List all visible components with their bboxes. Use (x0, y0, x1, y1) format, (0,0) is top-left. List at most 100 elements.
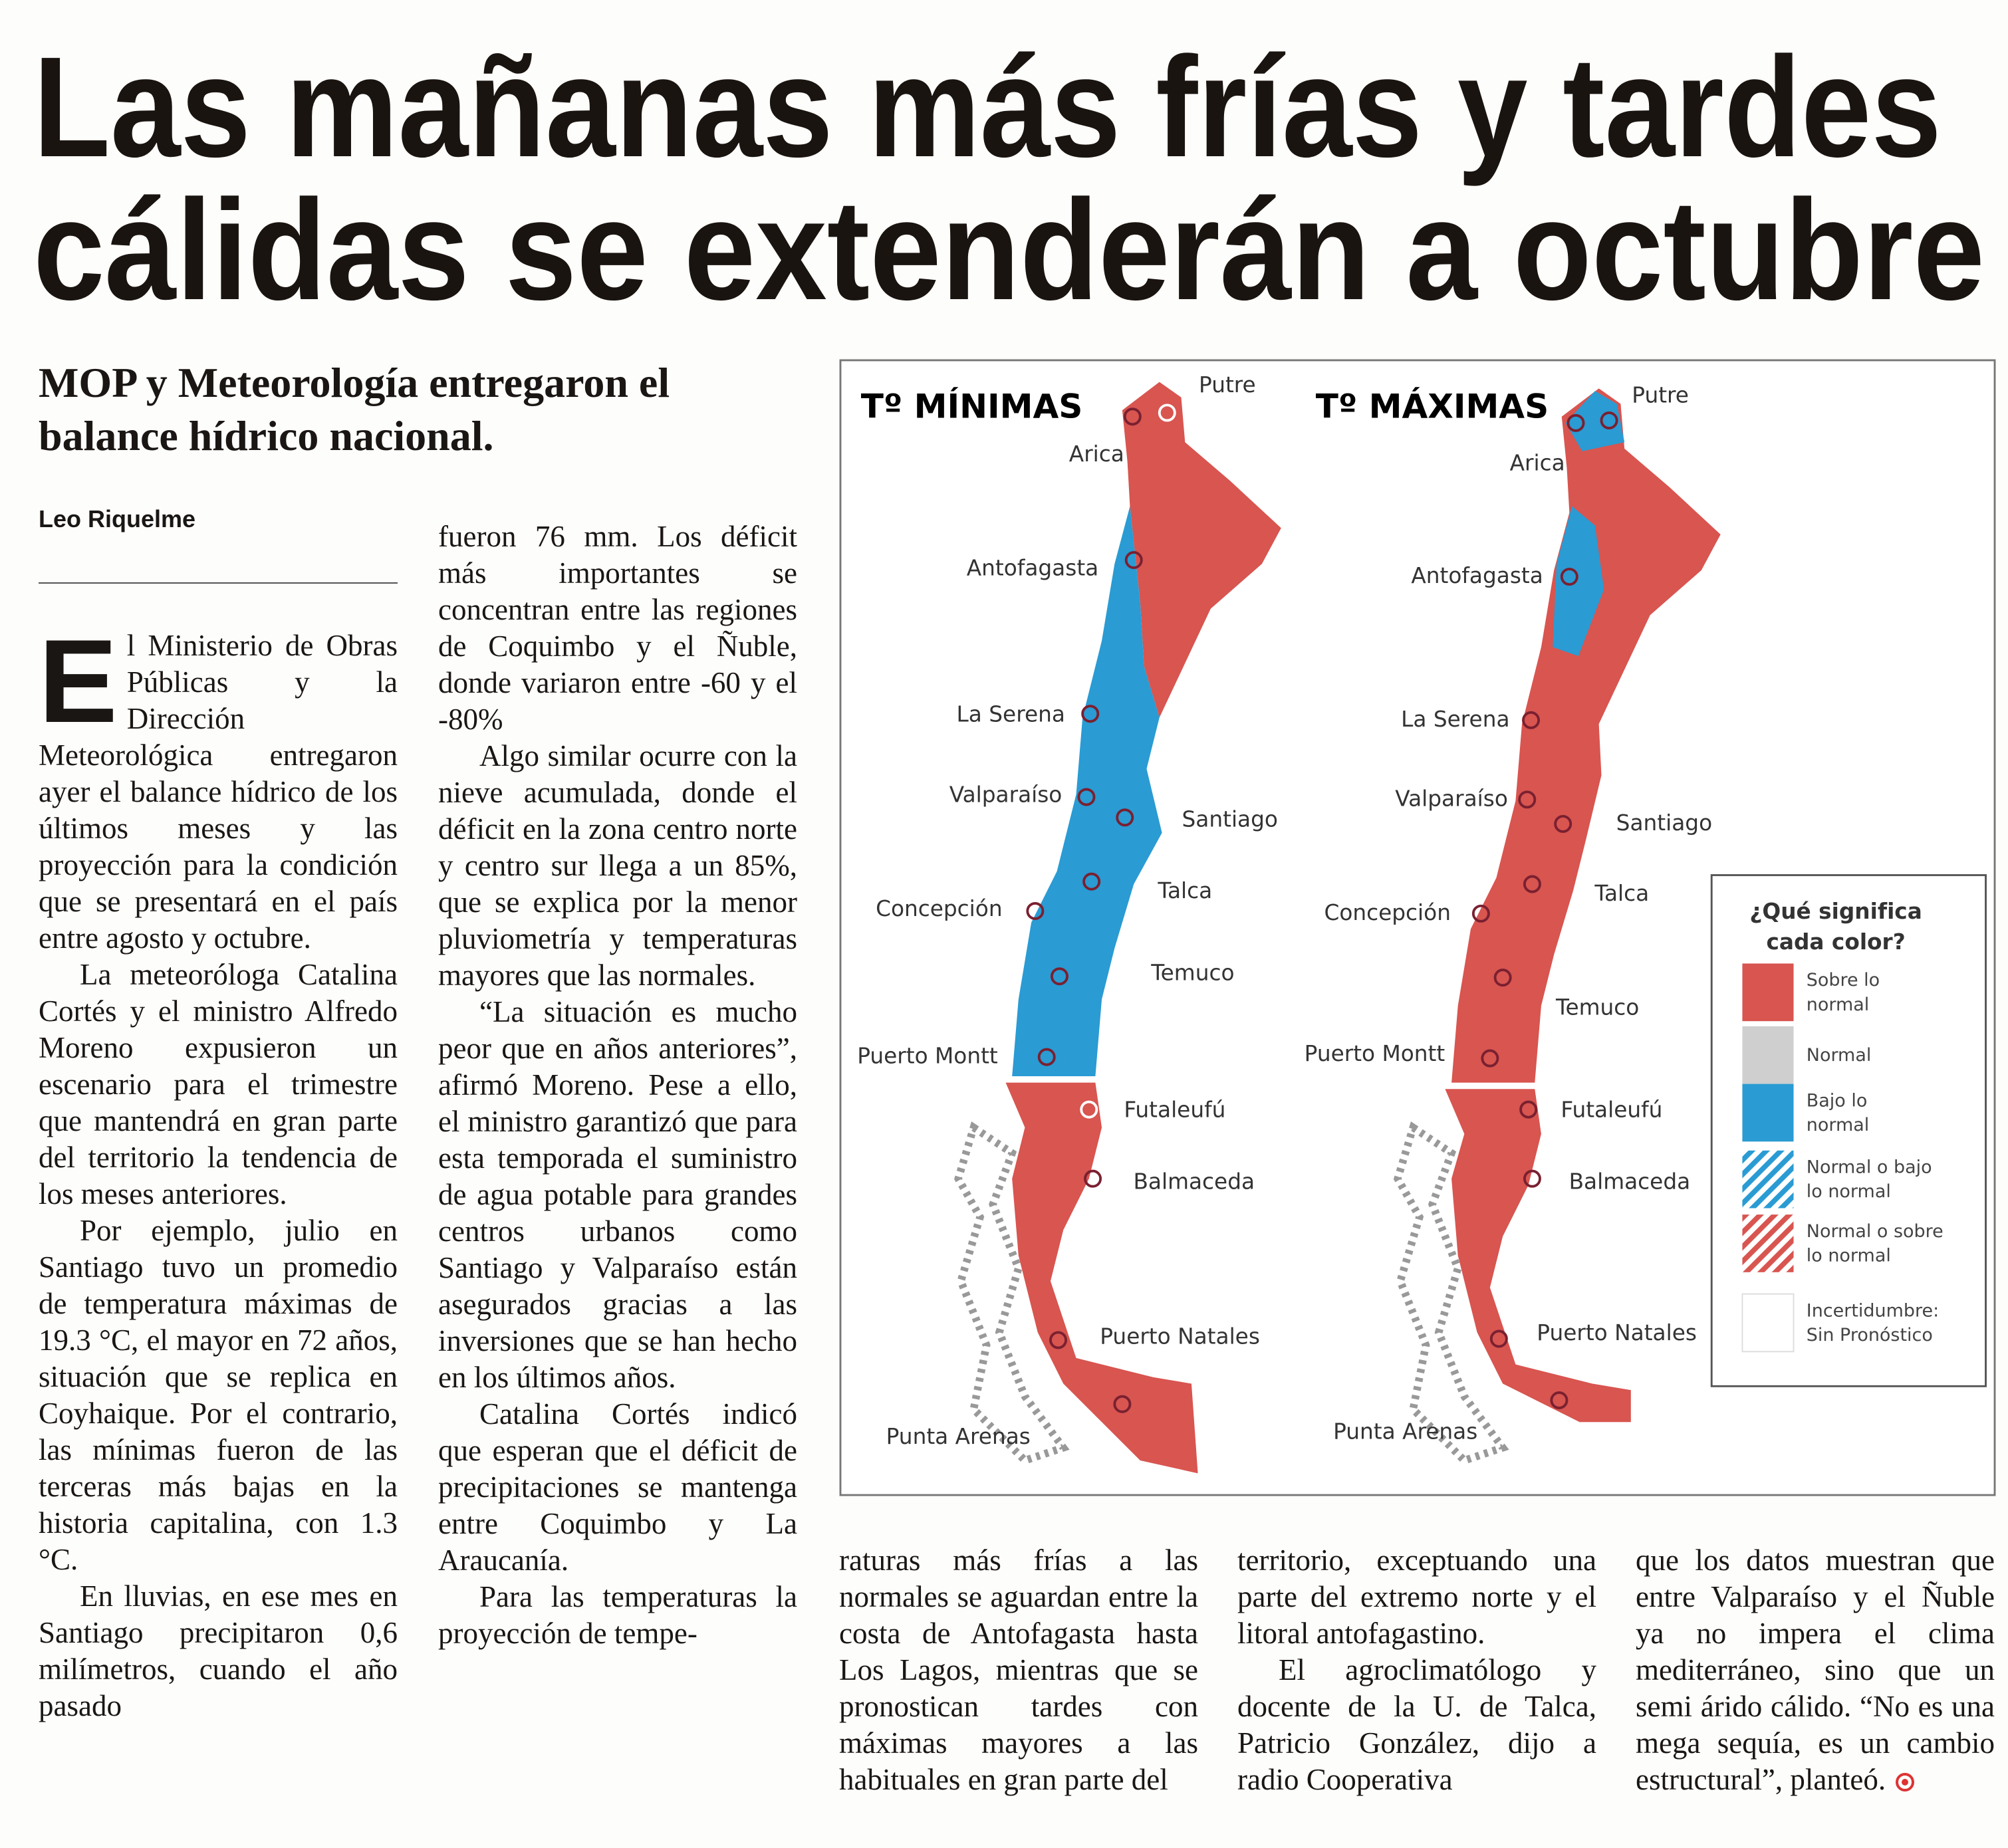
drop-cap: E (39, 628, 118, 747)
city-dot (1522, 711, 1541, 729)
legend-label: Normal o sobre (1807, 1221, 1944, 1242)
region (1005, 1082, 1198, 1474)
city-label: Balmaceda (1133, 1169, 1255, 1195)
legend-title: cada color? (1766, 929, 1905, 955)
city-dot (1026, 901, 1045, 920)
city-dot (1124, 551, 1143, 569)
legend-label: Sobre lo (1807, 970, 1880, 990)
city-label: Santiago (1182, 806, 1277, 832)
end-mark (1896, 1773, 1915, 1791)
paragraph: raturas más frías a las normales se agua… (839, 1544, 1198, 1796)
byline: Leo Riquelme (39, 505, 196, 532)
region (1451, 388, 1721, 1083)
city-label: Temuco (1555, 995, 1639, 1020)
city-dot (1080, 1100, 1098, 1119)
city-dot (1554, 814, 1572, 833)
legend: ¿Qué significa cada color? Sobre lo norma… (1710, 874, 1987, 1387)
city-label: Puerto Montt (1305, 1041, 1445, 1066)
column: que los datos muestran que entre Valpara… (1636, 1542, 1995, 1835)
paragraph: territorio, exceptuando una parte del ex… (1237, 1544, 1596, 1650)
city-label: Puerto Natales (1537, 1320, 1697, 1345)
paragraph: Algo similar ocurre con la nieve acumula… (438, 739, 797, 992)
headline: Las mañanas más frías y tardes cálidas s… (33, 27, 1985, 326)
city-label: Putre (1632, 383, 1689, 408)
city-label: Valparaíso (1395, 786, 1508, 811)
city-label: Talca (1157, 878, 1212, 903)
city-dot (1567, 413, 1585, 432)
rule (39, 582, 398, 584)
city-dot (1084, 1169, 1102, 1188)
city-dot (1037, 1048, 1056, 1066)
city-label: Arica (1069, 441, 1124, 467)
archipelago (953, 1121, 1070, 1465)
city-dot (1113, 1395, 1132, 1413)
paragraph: “La situación es mucho peor que en años … (438, 995, 797, 1394)
city-dot (1560, 568, 1578, 586)
city-dot (1471, 904, 1490, 923)
city-dot (1123, 407, 1142, 426)
city-dot (1550, 1391, 1569, 1409)
city-dot (1116, 808, 1134, 827)
map-title: Tº MÍNIMAS (861, 387, 1083, 426)
city-label: Putre (1199, 372, 1256, 398)
map-figure: Tº MÍNIMAS Putre Arica Antofagasta La Seren… (839, 359, 1996, 1496)
city-dot (1077, 788, 1096, 806)
legend-label: Normal o bajo (1807, 1157, 1932, 1177)
legend-label: lo normal (1807, 1181, 1891, 1202)
city-dot (1600, 411, 1618, 429)
legend-label: lo normal (1807, 1245, 1891, 1266)
headline-line: cálidas se extenderán a octubre (33, 170, 1985, 326)
city-label: Santiago (1616, 810, 1712, 836)
legend-label: Sin Pronóstico (1807, 1325, 1933, 1345)
subtitle: MOP y Meteorología entregaron el balance… (39, 359, 670, 459)
region (1012, 506, 1162, 1077)
city-label: Temuco (1150, 960, 1234, 985)
city-label: La Serena (957, 701, 1065, 727)
city-label: Concepción (1324, 900, 1451, 925)
city-label: Talca (1594, 881, 1649, 906)
city-dot (1489, 1329, 1508, 1348)
lead-text: l Ministerio de Obras Públicas y la Dire… (39, 629, 398, 955)
city-dot (1493, 969, 1512, 987)
legend-label: Bajo lo (1807, 1090, 1868, 1111)
legend-label: normal (1807, 994, 1870, 1015)
city-label: Puerto Natales (1100, 1324, 1260, 1349)
city-dot (1050, 967, 1068, 986)
paragraph: Por ejemplo, julio en Santiago tuvo un p… (39, 1214, 398, 1576)
city-dot (1518, 790, 1537, 809)
city-dot (1082, 872, 1101, 891)
region (1565, 391, 1625, 451)
legend-swatch (1742, 1214, 1794, 1272)
paragraph: El agroclimatólogo y docente de la U. de… (1237, 1653, 1596, 1796)
map-title: Tº MÁXIMAS (1316, 387, 1549, 426)
paragraph: Para las temperaturas la proyección de t… (438, 1580, 797, 1650)
city-dot (1158, 404, 1176, 422)
legend-swatch (1741, 1293, 1795, 1353)
paragraph: fueron 76 mm. Los déficit más importante… (438, 520, 797, 736)
map-maximas: Tº MÁXIMAS Putre Arica Antofagasta La Seren… (1305, 383, 1721, 1465)
city-label: Futaleufú (1561, 1097, 1662, 1123)
paragraph: que los datos muestran que entre Valpara… (1636, 1544, 1995, 1796)
archipelago (1393, 1121, 1509, 1465)
column: raturas más frías a las normales se agua… (839, 1542, 1198, 1835)
legend-title: ¿Qué significa (1749, 899, 1922, 924)
legend-swatch (1742, 963, 1794, 1022)
city-dot (1049, 1331, 1068, 1349)
region (1122, 382, 1281, 718)
city-label: Antofagasta (1411, 563, 1543, 588)
city-label: La Serena (1401, 707, 1509, 732)
map-minimas: Tº MÍNIMAS Putre Arica Antofagasta La Seren… (857, 372, 1281, 1474)
city-dot (1481, 1049, 1499, 1068)
region (1553, 506, 1604, 657)
legend-label: Normal (1807, 1045, 1872, 1066)
city-label: Arica (1510, 451, 1565, 476)
paragraph: La meteoróloga Catalina Cortés y el mini… (39, 958, 398, 1211)
column: territorio, exceptuando una parte del ex… (1237, 1542, 1596, 1835)
city-dot (1519, 1100, 1538, 1119)
city-dot (1523, 1169, 1541, 1188)
column: fueron 76 mm. Los déficit más importante… (438, 519, 797, 1821)
paragraph: En lluvias, en ese mes en Santiago preci… (39, 1579, 398, 1722)
